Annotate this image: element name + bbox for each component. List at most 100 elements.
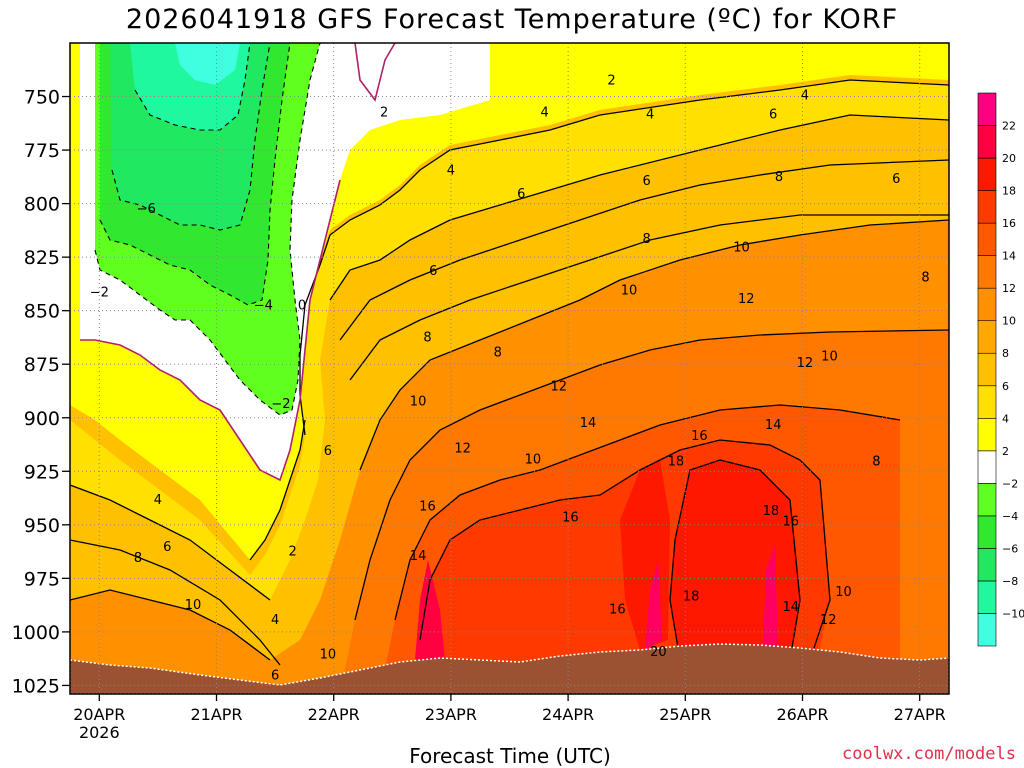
y-tick-label: 950 <box>24 515 60 537</box>
contour-label: 12 <box>454 442 471 457</box>
colorbar-label: 8 <box>1002 347 1009 360</box>
colorbar-label: 18 <box>1002 185 1016 198</box>
contour-label: 14 <box>783 600 800 615</box>
site-credit: coolwx.com/models <box>842 744 1016 764</box>
contour-label: 20 <box>650 645 667 660</box>
band-20-22-b <box>645 560 662 650</box>
colorbar: 22 20 18 16 14 12 10 8 6 4 2 −2 −4 −6 −8 −10 <box>977 92 1024 647</box>
y-axis: 750 775 800 825 850 875 900 925 950 975 1000 1025 <box>12 87 70 697</box>
colorbar-label: 12 <box>1002 282 1016 295</box>
contour-label: 6 <box>271 669 279 684</box>
contour-label: 4 <box>271 613 279 628</box>
x-tick-label: 25APR <box>659 705 711 724</box>
colorbar-band <box>977 125 997 159</box>
y-tick-label: 925 <box>24 461 60 483</box>
y-tick-label: 825 <box>24 247 60 269</box>
contour-label: 0 <box>298 298 306 313</box>
contour-label: 8 <box>642 232 650 247</box>
colorbar-band <box>977 222 997 256</box>
colorbar-label: 10 <box>1002 315 1016 328</box>
contour-lines <box>70 79 949 666</box>
y-tick-label: 850 <box>24 301 60 323</box>
y-tick-label: 750 <box>24 87 60 109</box>
contour-label: 8 <box>872 455 880 470</box>
contour-label: 14 <box>765 418 782 433</box>
contour-label: 2 <box>380 106 388 121</box>
contour-label: 2 <box>607 73 615 88</box>
contour-label: −6 <box>137 202 156 217</box>
y-tick-label: 775 <box>24 140 60 162</box>
plot-field: −6 −2 −4 0 −2 2 4 6 8 10 6 4 6 8 10 2 4 6 10 12 14 16 8 10 4 6 12 1… <box>70 43 949 694</box>
band-neg12-neg10 <box>175 43 240 85</box>
contour-label: 4 <box>154 493 162 508</box>
colorbar-label: 14 <box>1002 250 1016 263</box>
contour-label: 10 <box>320 647 337 662</box>
contour-label: 6 <box>642 174 650 189</box>
y-tick-label: 1025 <box>12 675 60 697</box>
colorbar-band <box>977 417 997 452</box>
contour-label: 14 <box>410 549 427 564</box>
contour-label: 8 <box>921 270 929 285</box>
colorbar-label: −6 <box>1002 542 1018 555</box>
contour-label: 6 <box>324 444 332 459</box>
contour-label: 10 <box>185 598 202 613</box>
contour-label: 16 <box>691 429 708 444</box>
y-tick-label: 900 <box>24 408 60 430</box>
contour-label: 10 <box>410 395 427 410</box>
band-20-22-c <box>763 545 778 645</box>
x-axis-label: Forecast Time (UTC) <box>409 744 611 768</box>
contour-label: 10 <box>733 240 750 255</box>
colorbar-band <box>977 190 997 224</box>
contour-label: 18 <box>763 504 780 519</box>
colorbar-label: −8 <box>1002 575 1018 588</box>
contour-label: 18 <box>668 455 685 470</box>
colorbar-label: 2 <box>1002 445 1009 458</box>
x-tick-sublabel: 2026 <box>79 723 120 742</box>
colorbar-band <box>977 92 997 126</box>
x-tick-label: 22APR <box>308 705 360 724</box>
contour-label: 10 <box>821 350 838 365</box>
colorbar-band <box>977 157 997 191</box>
contour-label: 6 <box>517 187 525 202</box>
x-tick-label: 23APR <box>425 705 477 724</box>
colorbar-label: 22 <box>1002 120 1016 133</box>
contour-label: 4 <box>646 108 654 123</box>
contour-label: 10 <box>621 283 638 298</box>
contour-label: 12 <box>820 613 837 628</box>
y-tick-label: 1000 <box>12 622 60 644</box>
band-20-22 <box>415 560 445 660</box>
colorbar-band <box>977 483 997 517</box>
contour-label: 10 <box>835 585 852 600</box>
contour-label: −4 <box>254 298 273 313</box>
contour-label: 6 <box>429 264 437 279</box>
y-tick-label: 875 <box>24 354 60 376</box>
x-tick-label: 20APR <box>73 705 125 724</box>
contour-label: 16 <box>783 515 800 530</box>
contour-label: 16 <box>419 500 436 515</box>
x-tick-label: 21APR <box>190 705 242 724</box>
colorbar-label: −4 <box>1002 510 1018 523</box>
colorbar-band <box>977 320 997 354</box>
contour-label: 4 <box>801 88 809 103</box>
colorbar-band <box>977 548 997 582</box>
contour-label: 4 <box>541 106 549 121</box>
contour-label: 8 <box>775 170 783 185</box>
band-4-6 <box>70 43 949 600</box>
contour-label: 6 <box>892 172 900 187</box>
colorbar-label: −2 <box>1002 477 1018 490</box>
contour-label: 8 <box>134 551 142 566</box>
negative-contours <box>94 43 321 416</box>
zero-contours <box>80 43 396 482</box>
contour-label: 10 <box>525 452 542 467</box>
colorbar-band <box>977 580 997 614</box>
contour-label: 8 <box>423 330 431 345</box>
colorbar-band <box>977 385 997 419</box>
plot-frame <box>69 42 950 695</box>
contour-label: 2 <box>289 545 297 560</box>
contour-label: 16 <box>562 510 579 525</box>
contour-label: 16 <box>609 602 626 617</box>
x-tick-label: 24APR <box>542 705 594 724</box>
contour-label: 12 <box>738 292 755 307</box>
colorbar-label: 4 <box>1002 412 1009 425</box>
